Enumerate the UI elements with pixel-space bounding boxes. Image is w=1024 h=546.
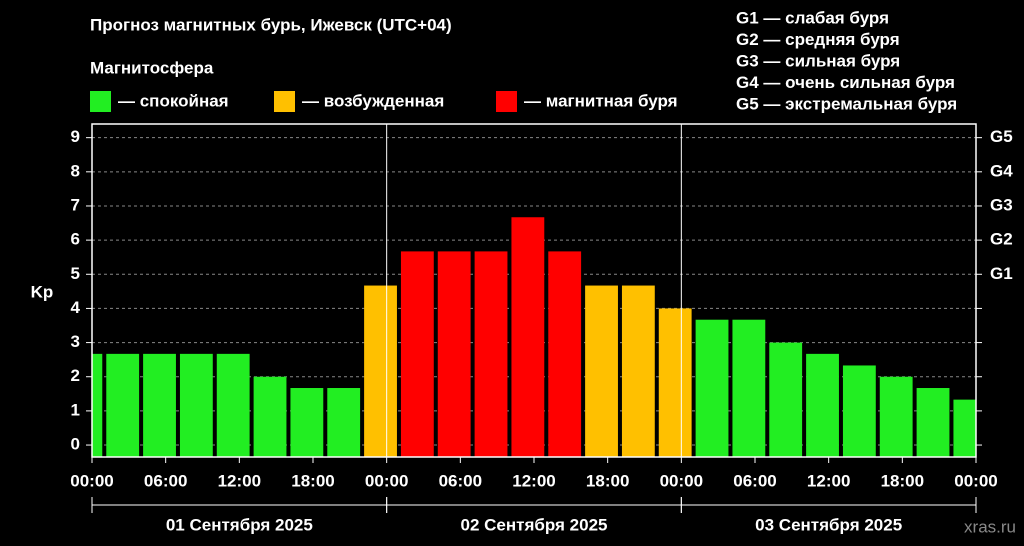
- day-label: 02 Сентября 2025: [461, 515, 608, 534]
- legend-swatch: [274, 91, 295, 112]
- y-axis-label: Kp: [31, 282, 54, 301]
- bar: [290, 388, 324, 457]
- x-tick-label: 18:00: [586, 471, 629, 490]
- bar: [143, 353, 176, 457]
- y-tick-label: 1: [71, 400, 80, 419]
- storm-scale-label: G3 — сильная буря: [736, 51, 900, 70]
- legend-label: — спокойная: [118, 91, 229, 110]
- x-tick-label: 06:00: [733, 471, 776, 490]
- bar: [92, 353, 103, 457]
- x-tick-label: 06:00: [439, 471, 482, 490]
- bar: [806, 353, 839, 457]
- legend-label: — возбужденная: [302, 91, 444, 110]
- y-tick-label: 6: [71, 230, 80, 249]
- bar: [327, 388, 361, 457]
- storm-scale-label: G1 — слабая буря: [736, 8, 889, 27]
- chart-title: Прогноз магнитных бурь, Ижевск (UTC+04): [90, 15, 452, 34]
- y-tick-label: 5: [71, 264, 80, 283]
- bar: [216, 353, 250, 457]
- x-tick-label: 06:00: [144, 471, 187, 490]
- bar: [658, 308, 692, 457]
- day-label: 01 Сентября 2025: [166, 515, 313, 534]
- legend-label: — магнитная буря: [524, 91, 678, 110]
- legend-swatch: [90, 91, 111, 112]
- storm-scale-label: G4 — очень сильная буря: [736, 73, 955, 92]
- y-tick-label: 3: [71, 332, 80, 351]
- x-tick-label: 12:00: [218, 471, 261, 490]
- bar: [879, 376, 913, 457]
- y2-tick-label: G1: [990, 264, 1013, 283]
- x-tick-label: 12:00: [512, 471, 555, 490]
- bar: [548, 251, 582, 457]
- bar: [179, 353, 213, 457]
- y-tick-label: 7: [71, 195, 80, 214]
- storm-scale-label: G2 — средняя буря: [736, 30, 900, 49]
- bar: [511, 217, 545, 457]
- storm-scale-label: G5 — экстремальная буря: [736, 94, 957, 113]
- legend-swatch: [496, 91, 517, 112]
- bar: [916, 388, 950, 457]
- y-tick-label: 8: [71, 161, 80, 180]
- x-tick-label: 18:00: [291, 471, 334, 490]
- bar: [842, 365, 876, 457]
- bar: [621, 285, 655, 457]
- y-tick-label: 9: [71, 127, 80, 146]
- bar: [106, 353, 140, 457]
- y2-tick-label: G5: [990, 127, 1013, 146]
- x-tick-label: 12:00: [807, 471, 850, 490]
- bar: [585, 285, 618, 457]
- y2-tick-label: G4: [990, 161, 1013, 180]
- bar: [695, 319, 729, 457]
- x-tick-label: 00:00: [70, 471, 113, 490]
- bar: [364, 285, 397, 457]
- bars: [92, 217, 976, 457]
- bar: [953, 399, 976, 457]
- bar: [253, 376, 287, 457]
- bar: [474, 251, 508, 457]
- watermark: xras.ru: [964, 517, 1016, 536]
- bar: [732, 319, 766, 457]
- y2-tick-label: G2: [990, 230, 1013, 249]
- x-tick-label: 18:00: [881, 471, 924, 490]
- x-tick-label: 00:00: [660, 471, 703, 490]
- bar: [400, 251, 434, 457]
- x-tick-label: 00:00: [954, 471, 997, 490]
- y2-tick-label: G3: [990, 195, 1013, 214]
- bar: [437, 251, 471, 457]
- day-label: 03 Сентября 2025: [755, 515, 902, 534]
- legend-title: Магнитосфера: [90, 58, 214, 77]
- y-tick-label: 4: [71, 298, 81, 317]
- bar: [769, 342, 803, 457]
- x-tick-label: 00:00: [365, 471, 408, 490]
- y-tick-label: 2: [71, 366, 80, 385]
- y-tick-label: 0: [71, 435, 80, 454]
